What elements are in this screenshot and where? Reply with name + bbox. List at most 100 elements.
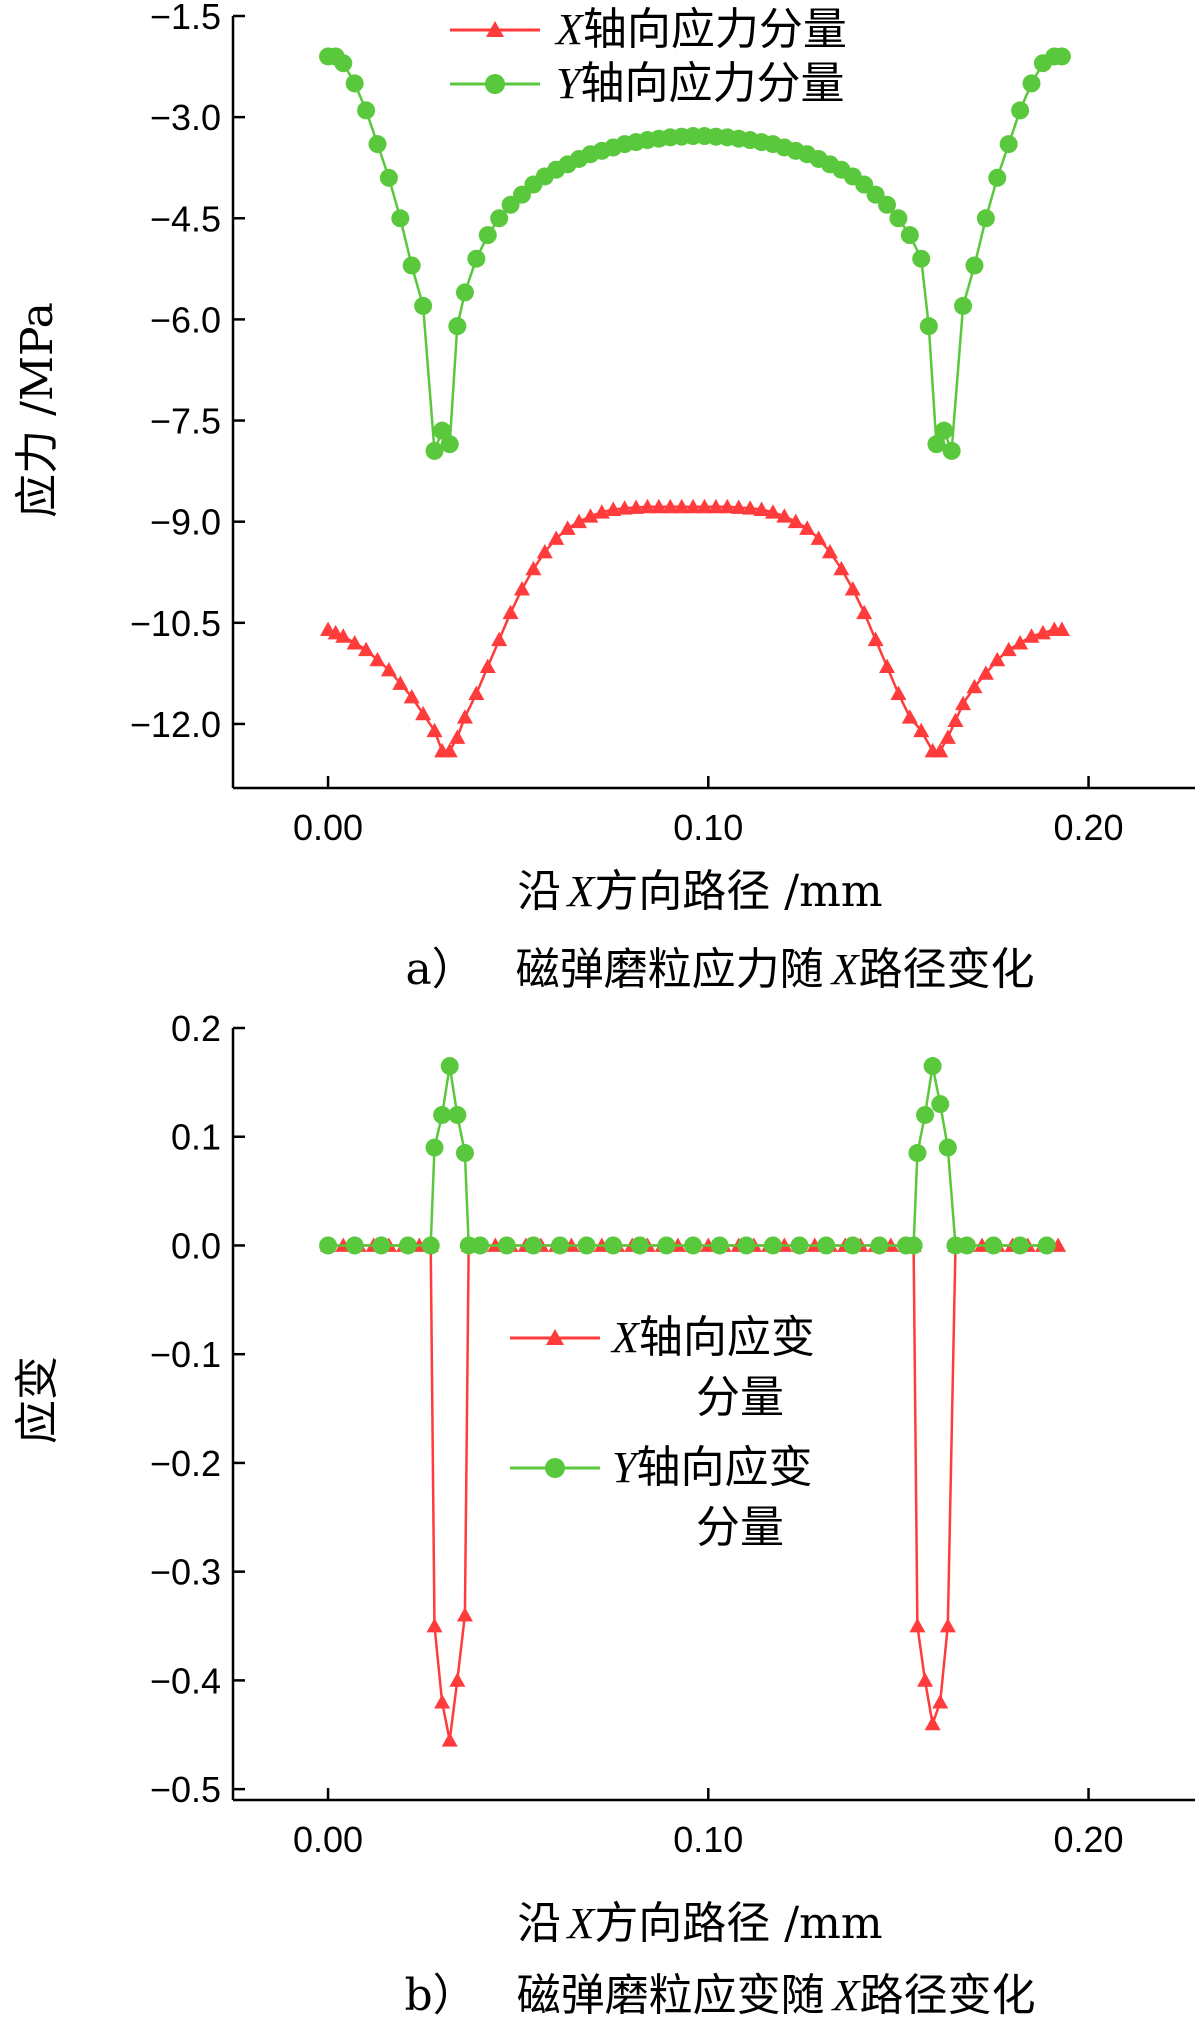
- stress-legend: X轴向应力分量 Y轴向应力分量: [450, 4, 847, 109]
- stress-legend-x-label: X轴向应力分量: [554, 4, 847, 55]
- strain-legend-y-marker: [545, 1458, 565, 1478]
- stress-y-tick-label: −7.5: [150, 401, 221, 442]
- strain-series-x-point: [932, 1694, 949, 1709]
- strain-y-tick-label: −0.4: [150, 1660, 221, 1701]
- stress-series-x-point: [833, 560, 850, 576]
- strain-series-x-point: [917, 1672, 934, 1687]
- stress-series-x-point: [719, 498, 736, 514]
- strain-series-x-point: [426, 1618, 443, 1633]
- strain-series-y-point: [448, 1105, 467, 1124]
- strain-series-y-point: [763, 1236, 782, 1255]
- strain-series-y-point: [345, 1236, 364, 1255]
- stress-series-x-point: [479, 658, 496, 674]
- stress-series-y-point: [357, 101, 376, 120]
- stress-series-x-point: [536, 544, 553, 559]
- stress-series-x-point: [441, 742, 458, 758]
- stress-series-x-point: [989, 651, 1006, 667]
- stress-series-x-point: [966, 678, 983, 694]
- strain-series-y-point: [497, 1236, 516, 1255]
- stress-legend-item-x: X轴向应力分量: [450, 4, 847, 55]
- strain-series-y-point: [843, 1236, 862, 1255]
- stress-series-y-point: [919, 317, 938, 336]
- strain-series-y-point: [931, 1095, 950, 1114]
- strain-legend-x-label-line2: 分量: [696, 1372, 784, 1423]
- strain-series-y-point: [577, 1236, 596, 1255]
- strain-y-tick-label: −0.3: [150, 1552, 221, 1593]
- strain-series-y-point: [471, 1236, 490, 1255]
- stress-series-x-point: [616, 500, 633, 515]
- stress-series-x-point: [707, 498, 724, 514]
- stress-series-x-point: [730, 499, 747, 514]
- stress-series-y-point: [976, 209, 995, 228]
- strain-y-tick-label: −0.1: [150, 1334, 221, 1375]
- strain-series-y-point: [440, 1057, 459, 1076]
- stress-series-x-point: [947, 712, 964, 727]
- strain-series-y-point: [684, 1236, 703, 1255]
- stress-series-y-point: [467, 249, 486, 268]
- strain-series-y-point: [1011, 1236, 1030, 1255]
- strain-series-y-point: [916, 1105, 935, 1124]
- stress-series-x-point: [491, 631, 508, 647]
- stress-series-x-point: [426, 722, 443, 738]
- stress-series-y-point: [1011, 101, 1030, 120]
- stress-series-x-point: [650, 498, 667, 514]
- stress-series-x-point: [335, 628, 352, 643]
- strain-panel-caption: b） 磁弹磨粒应变随 X路径变化: [404, 1970, 1035, 2018]
- strain-legend: X轴向应变 分量 Y轴向应变 分量: [510, 1312, 815, 1553]
- stress-series-x-point: [955, 695, 972, 711]
- stress-x-tick-label: 0.00: [293, 807, 363, 848]
- stress-series-y-point: [414, 296, 433, 315]
- stress-series-x-point: [776, 508, 793, 523]
- stress-series-y-point: [379, 168, 398, 187]
- stress-series-y-point: [927, 435, 946, 454]
- stress-series-y-point: [999, 135, 1018, 154]
- stress-series-y-point: [935, 421, 954, 440]
- strain-legend-y-label: Y轴向应变: [612, 1442, 812, 1493]
- stress-series-y-line: [328, 55, 1062, 453]
- stress-series-x-point: [867, 631, 884, 647]
- stress-series-x-point: [605, 501, 622, 516]
- stress-legend-item-y: Y轴向应力分量: [450, 58, 844, 109]
- stress-series-x-point: [913, 722, 930, 738]
- stress-series-x-point: [548, 530, 565, 545]
- strain-series-x-point: [909, 1618, 926, 1633]
- stress-series-x-point: [901, 709, 918, 724]
- strain-legend-x-label: X轴向应变: [610, 1312, 815, 1363]
- strain-series-x-point: [434, 1694, 451, 1709]
- stress-series-y-point: [878, 195, 897, 214]
- stress-series-y-point: [448, 317, 467, 336]
- stress-series-x-point: [392, 675, 409, 690]
- stress-series-y-point: [1022, 74, 1041, 93]
- strain-series-y-point: [923, 1057, 942, 1076]
- stress-series-y-point: [889, 209, 908, 228]
- strain-series-y-point: [904, 1236, 923, 1255]
- stress-series-x-point: [1000, 641, 1017, 657]
- strain-y-axis-title: 应变: [12, 1356, 63, 1444]
- strain-legend-item-x: X轴向应变 分量: [510, 1312, 815, 1423]
- stress-series-x-point: [673, 498, 690, 514]
- stress-series-x-point: [513, 581, 530, 596]
- stress-series-x-point: [821, 544, 838, 559]
- stress-series-x-point: [742, 500, 759, 515]
- strain-series-y-point: [398, 1236, 417, 1255]
- stress-series-x-point: [449, 729, 466, 744]
- stress-series-y-point: [402, 256, 421, 275]
- stress-series-y-point: [433, 421, 452, 440]
- strain-series-y-point: [433, 1105, 452, 1124]
- stress-legend-y-marker: [485, 74, 505, 94]
- stress-legend-x-marker: [486, 21, 504, 37]
- stress-series-x-point: [369, 651, 386, 667]
- strain-legend-item-y: Y轴向应变 分量: [510, 1442, 812, 1553]
- stress-y-tick-label: −12.0: [130, 704, 221, 745]
- stress-chart-panel: 应力 /MPa 沿 X方向路径 /mm a） 磁弹磨粒应力随 X路径变化 X轴向应力分…: [12, 0, 1195, 995]
- stress-x-axis-title: 沿 X方向路径 /mm: [517, 866, 882, 917]
- stress-series-x-point: [380, 662, 397, 677]
- stress-series-x-point: [662, 498, 679, 514]
- strain-series-y-point: [790, 1236, 809, 1255]
- stress-x-tick-label: 0.20: [1053, 807, 1123, 848]
- stress-series-y-point: [345, 74, 364, 93]
- strain-series-y-point: [425, 1138, 444, 1157]
- stress-series-x-point: [696, 498, 713, 514]
- stress-series-x-point: [571, 513, 588, 529]
- strain-legend-x-marker: [546, 1329, 564, 1345]
